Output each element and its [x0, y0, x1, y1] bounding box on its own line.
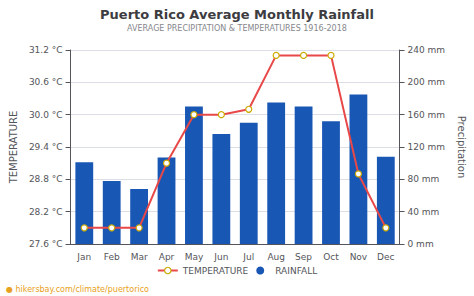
svg-text:Jul: Jul — [242, 252, 254, 262]
svg-text:RAINFALL: RAINFALL — [275, 266, 317, 276]
svg-text:Mar: Mar — [131, 252, 148, 262]
svg-text:Feb: Feb — [104, 252, 120, 262]
svg-text:Oct: Oct — [323, 252, 339, 262]
svg-text:Jun: Jun — [213, 252, 228, 262]
svg-text:Precipitation: Precipitation — [456, 116, 467, 179]
svg-text:240 mm: 240 mm — [408, 45, 446, 55]
svg-text:31.2 °C: 31.2 °C — [29, 45, 63, 55]
svg-text:Nov: Nov — [350, 252, 368, 262]
svg-text:120 mm: 120 mm — [408, 142, 446, 152]
svg-text:30.6 °C: 30.6 °C — [29, 77, 63, 87]
svg-text:Apr: Apr — [159, 252, 175, 262]
svg-text:● hikersbay.com/climate/puerto: ● hikersbay.com/climate/puertorico — [6, 285, 149, 294]
svg-text:AVERAGE PRECIPITATION & TEMPER: AVERAGE PRECIPITATION & TEMPERATURES 191… — [127, 24, 347, 33]
svg-text:TEMPERATURE: TEMPERATURE — [182, 266, 249, 276]
svg-text:TEMPERATURE: TEMPERATURE — [8, 111, 19, 185]
svg-text:160 mm: 160 mm — [408, 110, 446, 120]
svg-text:Puerto Rico Average Monthly Ra: Puerto Rico Average Monthly Rainfall — [100, 7, 374, 22]
svg-text:27.6 °C: 27.6 °C — [29, 239, 63, 249]
svg-text:May: May — [185, 252, 204, 262]
svg-text:Dec: Dec — [377, 252, 394, 262]
svg-text:28.8 °C: 28.8 °C — [29, 174, 63, 184]
svg-text:29.4 °C: 29.4 °C — [29, 142, 63, 152]
svg-text:200 mm: 200 mm — [408, 77, 446, 87]
svg-text:80 mm: 80 mm — [408, 174, 440, 184]
svg-text:0 mm: 0 mm — [408, 239, 434, 249]
svg-text:Sep: Sep — [295, 252, 312, 262]
svg-text:28.2 °C: 28.2 °C — [29, 207, 63, 217]
svg-text:Aug: Aug — [267, 252, 285, 262]
svg-text:30.0 °C: 30.0 °C — [29, 110, 63, 120]
svg-text:Jan: Jan — [76, 252, 91, 262]
svg-text:40 mm: 40 mm — [408, 207, 440, 217]
